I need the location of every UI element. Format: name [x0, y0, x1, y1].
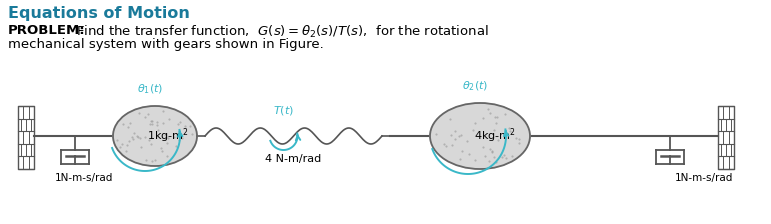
- Text: 4kg-m$^2$: 4kg-m$^2$: [474, 127, 516, 145]
- Text: $\theta_1(t)$: $\theta_1(t)$: [137, 82, 163, 96]
- Text: Equations of Motion: Equations of Motion: [8, 6, 190, 21]
- Ellipse shape: [113, 106, 197, 166]
- Bar: [718, 106, 734, 169]
- Text: mechanical system with gears shown in Figure.: mechanical system with gears shown in Fi…: [8, 38, 324, 51]
- Text: 4 N-m/rad: 4 N-m/rad: [265, 154, 322, 164]
- Text: 1kg-m$^2$: 1kg-m$^2$: [147, 127, 188, 145]
- Text: Find the transfer function,  $G(s) = \theta_2(s)/T(s)$,  for the rotational: Find the transfer function, $G(s) = \the…: [76, 24, 489, 40]
- Text: $\theta_2(t)$: $\theta_2(t)$: [462, 79, 488, 93]
- Text: 1N-m-s/rad: 1N-m-s/rad: [675, 173, 733, 183]
- Text: PROBLEM:: PROBLEM:: [8, 24, 86, 37]
- Bar: [18, 106, 34, 169]
- Text: 1N-m-s/rad: 1N-m-s/rad: [55, 173, 113, 183]
- Ellipse shape: [430, 103, 530, 169]
- Text: $T(t)$: $T(t)$: [273, 104, 294, 117]
